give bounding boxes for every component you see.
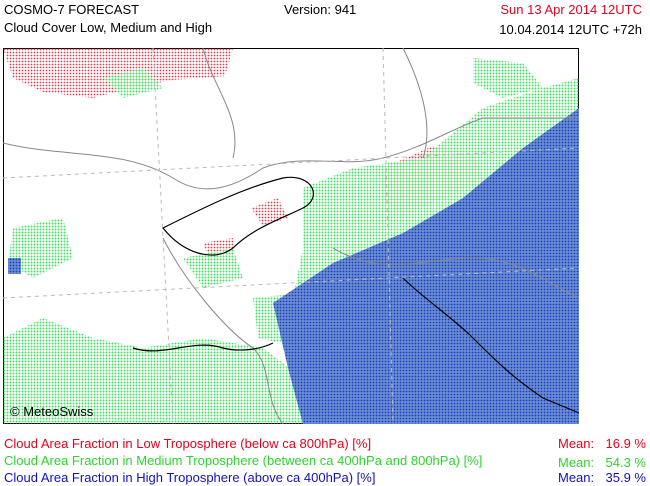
coastlines (132, 176, 579, 414)
product-name: Cloud Cover Low, Medium and High (4, 20, 213, 35)
mean-value: 35.9 % (605, 470, 646, 485)
legend-label: Cloud Area Fraction in High Troposphere … (4, 470, 376, 485)
mean-label: Mean: (558, 470, 595, 485)
mean-label: Mean: (558, 436, 595, 451)
graticule (3, 48, 579, 424)
mean-label: Mean: (558, 455, 595, 470)
run-time: 10.04.2014 12UTC +72h (499, 22, 642, 37)
model-name: COSMO-7 FORECAST (4, 2, 140, 17)
valid-time: Sun 13 Apr 2014 12UTC (500, 2, 642, 17)
legend-label: Cloud Area Fraction in Medium Tropospher… (4, 453, 483, 468)
copyright: © MeteoSwiss (10, 404, 94, 419)
high-cloud (8, 108, 579, 424)
mean-value: 54.3 % (605, 455, 646, 470)
legend-label: Cloud Area Fraction in Low Troposphere (… (4, 436, 372, 451)
map: © MeteoSwiss (3, 48, 579, 424)
mean-value: 16.9 % (605, 436, 646, 451)
version: Version: 941 (284, 2, 357, 17)
borders (3, 48, 579, 424)
